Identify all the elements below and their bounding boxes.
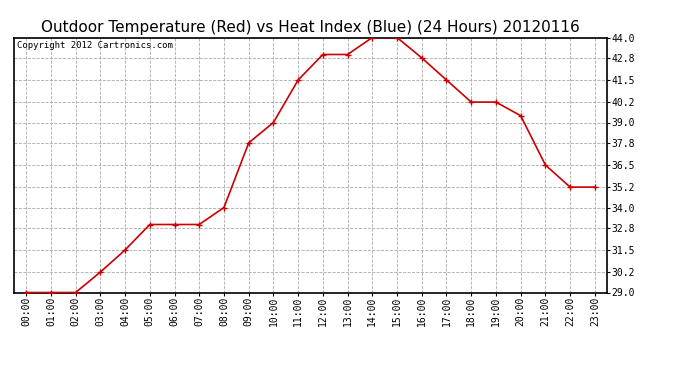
Title: Outdoor Temperature (Red) vs Heat Index (Blue) (24 Hours) 20120116: Outdoor Temperature (Red) vs Heat Index … [41,20,580,35]
Text: Copyright 2012 Cartronics.com: Copyright 2012 Cartronics.com [17,41,172,50]
